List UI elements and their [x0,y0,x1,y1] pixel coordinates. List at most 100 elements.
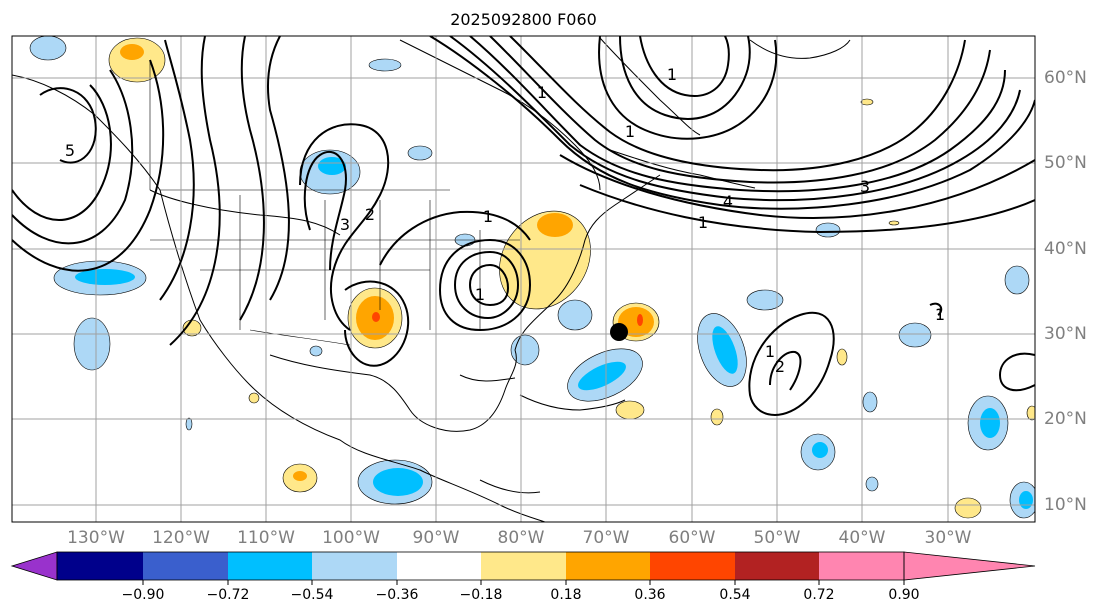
fill-negative [862,391,878,413]
lat-tick-label: 50°N [1044,153,1087,173]
lon-tick-label: 60°W [668,528,716,548]
contour-label: 2 [775,357,785,376]
fill-positive [710,408,724,426]
colorbar-swatch [57,552,143,580]
fill-positive [615,400,645,420]
fill-positive [637,314,643,326]
fill-negative [73,317,111,371]
colorbar-swatch [566,552,650,580]
colorbar-swatch [819,552,904,580]
lat-tick-label: 20°N [1044,409,1087,429]
fill-negative [578,361,626,391]
colorbar-swatch [735,552,819,580]
lon-tick-label: 40°W [838,528,886,548]
fill-negative [407,145,433,161]
fill-positive [537,213,573,237]
colorbar-tick-label: −0.90 [121,587,165,603]
colorbar-tick-label: −0.72 [206,587,250,603]
fill-negative [557,299,593,331]
colorbar-tick-label: 0.18 [550,587,582,603]
lon-tick-label: 90°W [412,528,460,548]
anomaly-fills [29,36,1035,519]
map-frame [11,35,1036,523]
fill-positive [108,37,166,83]
lon-tick-label: 100°W [322,528,380,548]
lon-tick-label: 80°W [497,528,545,548]
fill-negative [898,322,932,348]
colorbar-tick-label: −0.18 [459,587,503,603]
colorbar-swatch [312,552,397,580]
contour-label: 3 [860,177,870,196]
fill-negative [368,58,402,72]
contour-label: 1 [475,285,485,304]
lat-tick-label: 40°N [1044,239,1087,259]
fill-positive [120,44,144,60]
fill-positive [836,348,848,366]
fill-negative [185,417,193,431]
gridlines [12,36,1035,522]
colorbar [10,551,1036,585]
contour-label: 3 [340,215,350,234]
contour-lines [12,36,1035,417]
fill-negative [980,408,1000,438]
lon-tick-label: 110°W [237,528,295,548]
fill-positive [860,98,874,106]
political-borders [149,60,520,346]
lon-tick-label: 30°W [924,528,972,548]
fill-negative [1004,265,1030,295]
lat-tick-label: 30°N [1044,324,1087,344]
fill-positive [293,471,307,481]
colorbar-tick-label: −0.36 [375,587,419,603]
contour-label: 1 [935,305,945,324]
fill-negative [309,345,323,357]
contour-label: 1 [698,213,708,232]
colorbar-swatch [650,552,735,580]
fill-negative [373,468,423,496]
colorbar-swatch [481,552,566,580]
lon-tick-label: 120°W [152,528,210,548]
fill-negative [812,442,828,458]
colorbar-extend-max [903,551,1036,581]
fill-positive [1026,405,1035,421]
fill-positive [248,392,260,404]
contour-label: 1 [625,122,635,141]
fill-positive [888,220,900,226]
map-title: 2025092800 F060 [450,10,597,29]
colorbar-swatch [397,552,481,580]
contour-label: 2 [365,205,375,224]
colorbar-swatch [228,552,312,580]
contour-label-group: 5 4 3 2 1 1 3 2 1 1 1 1 1 1 [65,65,945,376]
fill-negative [712,326,738,374]
lon-tick-label: 130°W [67,528,125,548]
contour-label: 5 [65,141,75,160]
colorbar-tick-label: −0.54 [290,587,334,603]
colorbar-tick-label: 0.54 [719,587,751,603]
colorbar-swatch [143,552,228,580]
fill-negative [815,222,841,238]
contour-label: 1 [765,342,775,361]
lat-tick-label: 60°N [1044,68,1087,88]
storm-center-dot [610,323,628,341]
fill-negative [318,157,346,175]
coastlines [12,37,851,522]
colorbar-tick-label: 0.72 [803,587,835,603]
lon-tick-label: 70°W [582,528,630,548]
contour-label: 1 [483,207,493,226]
lon-tick-label: 50°W [753,528,801,548]
fill-positive [499,210,591,310]
fill-negative [865,476,879,492]
contour-label: 1 [537,83,547,102]
fill-negative [29,36,67,61]
fill-negative [1019,491,1033,509]
colorbar-tick-label: 0.36 [634,587,666,603]
contour-label: 1 [667,65,677,84]
contour-label: 4 [723,192,733,211]
colorbar-tick-label: 0.90 [888,587,920,603]
fill-negative [75,269,135,285]
colorbar-extend-min [10,551,58,581]
fill-negative [746,289,784,311]
fill-positive [954,497,982,519]
fill-positive [372,312,380,322]
lat-tick-label: 10°N [1044,495,1087,515]
